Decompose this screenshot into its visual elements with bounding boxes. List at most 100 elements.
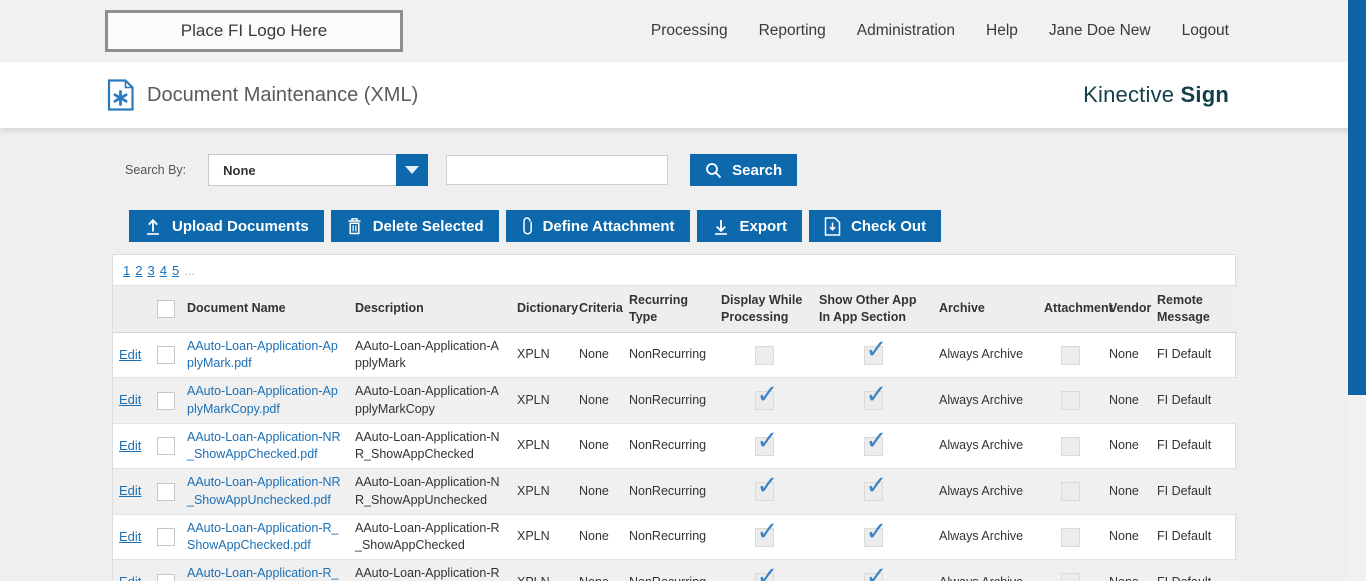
show-other-app-checkbox[interactable]: ✓ xyxy=(863,563,887,581)
page-header: Document Maintenance (XML) Kinective Sig… xyxy=(0,62,1366,128)
dictionary-cell: XPLN xyxy=(511,377,573,424)
edit-link[interactable]: Edit xyxy=(119,392,142,408)
paperclip-icon xyxy=(521,216,533,236)
search-input[interactable] xyxy=(446,155,669,185)
document-name-link[interactable]: AAuto-Loan-Application-ApplyMarkCopy.pdf xyxy=(187,384,338,416)
criteria-cell: None xyxy=(573,468,623,515)
criteria-cell: None xyxy=(573,514,623,561)
search-by-dropdown[interactable]: None xyxy=(208,154,429,186)
check-icon: ✓ xyxy=(756,561,779,581)
table-row[interactable]: Edit AAuto-Loan-Application-R_ShowAppChec… xyxy=(113,514,1237,561)
row-select-checkbox[interactable] xyxy=(157,482,175,501)
button-label: Upload Documents xyxy=(172,217,309,235)
brand-logo: Kinective Sign xyxy=(1083,82,1229,108)
table-row[interactable]: Edit AAuto-Loan-Application-ApplyMark.pdf… xyxy=(113,332,1237,379)
edit-link[interactable]: Edit xyxy=(119,483,142,499)
nav-item-jane-doe-new[interactable]: Jane Doe New xyxy=(1048,22,1151,39)
search-button-label: Search xyxy=(732,161,783,179)
row-select-checkbox[interactable] xyxy=(157,573,175,581)
upload-icon xyxy=(144,217,162,235)
search-button[interactable]: Search xyxy=(690,154,798,186)
attachment-checkbox[interactable] xyxy=(1061,527,1080,547)
page-link-1[interactable]: 1 xyxy=(123,263,131,278)
display-while-processing-checkbox[interactable]: ✓ xyxy=(754,427,778,456)
search-by-label: Search By: xyxy=(125,163,187,177)
delete-selected-button[interactable]: Delete Selected xyxy=(330,210,499,242)
vertical-scrollbar[interactable] xyxy=(1348,0,1366,581)
page-link-5[interactable]: 5 xyxy=(171,263,180,278)
display-while-processing-checkbox[interactable]: ✓ xyxy=(754,381,778,410)
display-while-processing-checkbox[interactable]: ✓ xyxy=(754,563,778,581)
button-label: Check Out xyxy=(851,217,927,235)
fi-logo-text: Place FI Logo Here xyxy=(180,21,328,40)
document-name-link[interactable]: AAuto-Loan-Application-R_ShowAppUnchecke… xyxy=(187,566,339,581)
remote-message-cell: FI Default xyxy=(1151,514,1237,561)
attachment-checkbox[interactable] xyxy=(1061,391,1080,410)
scrollbar-thumb[interactable] xyxy=(1348,0,1366,395)
upload-documents-button[interactable]: Upload Documents xyxy=(129,210,324,242)
search-by-dropdown-value: None xyxy=(223,162,256,178)
nav-item-logout[interactable]: Logout xyxy=(1181,22,1229,39)
document-name-link[interactable]: AAuto-Loan-Application-R_ShowAppChecked.… xyxy=(187,520,339,552)
table-row[interactable]: Edit AAuto-Loan-Application-NR_ShowAppChe… xyxy=(113,423,1237,470)
show-other-app-checkbox[interactable]: ✓ xyxy=(863,518,887,547)
attachment-checkbox[interactable] xyxy=(1061,436,1080,456)
display-while-processing-checkbox[interactable]: ✓ xyxy=(754,518,778,547)
page-link-3[interactable]: 3 xyxy=(147,263,155,278)
row-select-checkbox[interactable] xyxy=(157,346,175,364)
archive-cell: Always Archive xyxy=(933,377,1038,424)
document-description: AAuto-Loan-Application-ApplyMark xyxy=(355,338,499,370)
document-description: AAuto-Loan-Application-R_ShowAppUnchecke… xyxy=(355,566,500,581)
page-link-2[interactable]: 2 xyxy=(135,263,143,278)
column-header-display-while-processing: Display While Processing xyxy=(715,285,813,333)
edit-link[interactable]: Edit xyxy=(119,574,141,581)
remote-message-cell: FI Default xyxy=(1151,332,1237,379)
attachment-checkbox[interactable] xyxy=(1061,345,1080,365)
table-row[interactable]: Edit AAuto-Loan-Application-ApplyMarkCopy… xyxy=(113,377,1237,424)
edit-link[interactable]: Edit xyxy=(119,528,142,544)
dictionary-cell: XPLN xyxy=(511,559,573,581)
show-other-app-checkbox[interactable]: ✓ xyxy=(863,472,887,501)
attachment-checkbox[interactable] xyxy=(1061,482,1080,501)
column-header-show-other-app-in-app-section: Show Other App In App Section xyxy=(813,285,933,333)
document-name-link[interactable]: AAuto-Loan-Application-NR_ShowAppUncheck… xyxy=(187,475,341,507)
display-while-processing-checkbox[interactable] xyxy=(754,345,774,365)
table-row[interactable]: Edit AAuto-Loan-Application-NR_ShowAppUnc… xyxy=(113,468,1237,515)
chevron-down-icon[interactable] xyxy=(396,154,429,186)
table-header-row: Document Name Description Dictionary Criter… xyxy=(113,285,1237,333)
define-attachment-button[interactable]: Define Attachment xyxy=(505,210,690,242)
recurring-type-cell: NonRecurring xyxy=(623,468,715,515)
edit-link[interactable]: Edit xyxy=(119,437,142,453)
row-select-checkbox[interactable] xyxy=(157,391,175,410)
nav-item-processing[interactable]: Processing xyxy=(650,22,728,39)
row-select-checkbox[interactable] xyxy=(157,437,175,455)
export-button[interactable]: Export xyxy=(696,210,803,242)
check-icon: ✓ xyxy=(865,470,888,500)
table-row[interactable]: Edit AAuto-Loan-Application-R_ShowAppUnch… xyxy=(113,559,1237,581)
page-link-4[interactable]: 4 xyxy=(159,263,167,278)
archive-cell: Always Archive xyxy=(933,423,1038,470)
document-name-link[interactable]: AAuto-Loan-Application-ApplyMark.pdf xyxy=(187,338,338,370)
check-out-button[interactable]: Check Out xyxy=(809,210,942,242)
show-other-app-checkbox[interactable]: ✓ xyxy=(863,381,887,410)
check-icon: ✓ xyxy=(756,379,779,409)
download-icon xyxy=(712,217,730,235)
xml-document-icon xyxy=(107,79,134,111)
attachment-checkbox[interactable] xyxy=(1061,573,1080,581)
action-toolbar: Upload Documents Delete Selected Define At… xyxy=(129,210,1366,242)
show-other-app-checkbox[interactable]: ✓ xyxy=(863,427,887,456)
select-all-checkbox[interactable] xyxy=(157,299,175,318)
pagination-ellipsis[interactable]: ... xyxy=(184,263,196,278)
edit-link[interactable]: Edit xyxy=(119,346,142,362)
show-other-app-checkbox[interactable]: ✓ xyxy=(863,336,887,365)
header-edit-column xyxy=(113,285,151,333)
display-while-processing-checkbox[interactable]: ✓ xyxy=(754,472,778,501)
nav-item-help[interactable]: Help xyxy=(986,22,1018,39)
archive-cell: Always Archive xyxy=(933,559,1038,581)
document-name-link[interactable]: AAuto-Loan-Application-NR_ShowAppChecked… xyxy=(187,429,341,461)
nav-item-reporting[interactable]: Reporting xyxy=(758,22,826,39)
column-header-remote-message: Remote Message xyxy=(1151,285,1237,333)
nav-item-administration[interactable]: Administration xyxy=(856,22,956,39)
row-select-checkbox[interactable] xyxy=(157,528,175,546)
